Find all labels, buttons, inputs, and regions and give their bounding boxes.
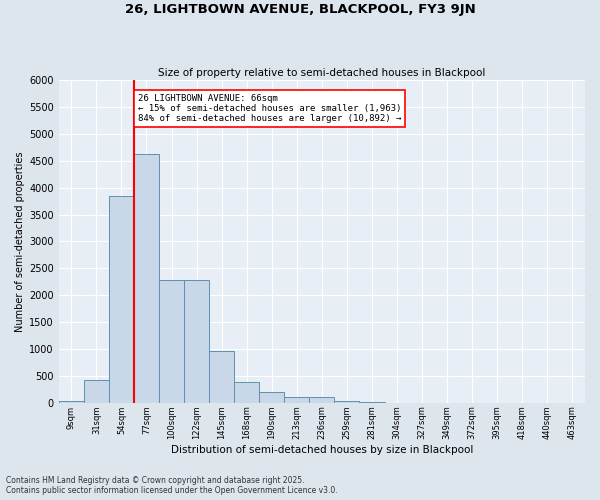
Y-axis label: Number of semi-detached properties: Number of semi-detached properties <box>15 151 25 332</box>
Bar <box>359 402 385 403</box>
Bar <box>259 392 284 403</box>
Bar <box>310 398 334 403</box>
Bar <box>209 350 234 403</box>
Text: Contains HM Land Registry data © Crown copyright and database right 2025.
Contai: Contains HM Land Registry data © Crown c… <box>6 476 338 495</box>
Bar <box>159 280 184 403</box>
Bar <box>234 382 259 403</box>
Bar <box>134 154 159 403</box>
Bar <box>184 280 209 403</box>
Bar <box>59 401 84 403</box>
Bar <box>284 397 310 403</box>
Title: Size of property relative to semi-detached houses in Blackpool: Size of property relative to semi-detach… <box>158 68 485 78</box>
Bar <box>109 196 134 403</box>
Text: 26 LIGHTBOWN AVENUE: 66sqm
← 15% of semi-detached houses are smaller (1,963)
84%: 26 LIGHTBOWN AVENUE: 66sqm ← 15% of semi… <box>138 94 401 124</box>
Bar <box>84 380 109 403</box>
Bar <box>334 401 359 403</box>
X-axis label: Distribution of semi-detached houses by size in Blackpool: Distribution of semi-detached houses by … <box>171 445 473 455</box>
Text: 26, LIGHTBOWN AVENUE, BLACKPOOL, FY3 9JN: 26, LIGHTBOWN AVENUE, BLACKPOOL, FY3 9JN <box>125 2 475 16</box>
